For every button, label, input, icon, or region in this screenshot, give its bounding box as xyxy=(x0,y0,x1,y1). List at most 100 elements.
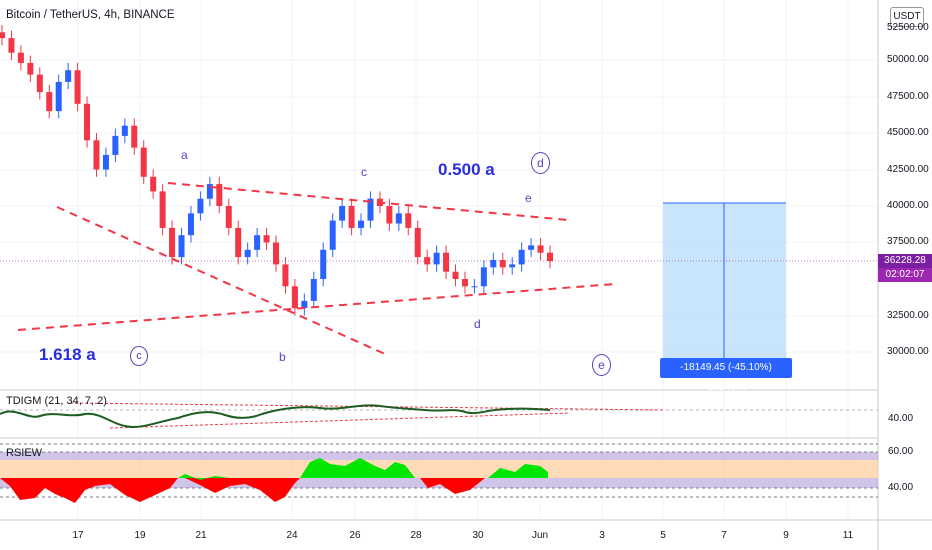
candle-body xyxy=(348,206,355,228)
price-tick-label: 30000.00 xyxy=(887,346,929,357)
wave-b-label: b xyxy=(279,350,286,364)
price-tick-label: 32500.00 xyxy=(887,310,929,321)
circled-c-label: c xyxy=(130,346,148,366)
time-tick-label: 26 xyxy=(349,530,361,541)
price-tick-label: 50000.00 xyxy=(887,54,929,65)
candle-body xyxy=(358,220,365,228)
candle-body xyxy=(17,52,24,63)
candle-body xyxy=(74,70,81,104)
candle-body xyxy=(206,184,213,199)
candle-body xyxy=(140,147,147,177)
tdigm-label[interactable]: TDIGM (21, 34, 7, 2) xyxy=(6,395,107,407)
rsi-axis-40: 40.00 xyxy=(888,482,914,493)
upper-trendline xyxy=(167,182,569,221)
time-tick-label: 19 xyxy=(134,530,146,541)
current-price-badge: 36228.28 xyxy=(878,254,932,268)
currency-button[interactable]: USDT xyxy=(890,7,924,27)
candle-body xyxy=(121,125,128,136)
tdigm-lower-dashed xyxy=(109,412,571,429)
time-tick-label: 3 xyxy=(599,530,605,541)
candle-body xyxy=(433,252,440,265)
candle-body xyxy=(273,242,279,265)
rsi-band-middle xyxy=(0,460,878,478)
candle-body xyxy=(131,125,138,148)
circled-e-label: e xyxy=(592,354,611,376)
candle-body xyxy=(159,191,166,228)
candle-body xyxy=(547,252,553,262)
time-tick-label: 28 xyxy=(410,530,422,541)
time-tick-label: Jun xyxy=(531,530,549,541)
price-tick-label: 37500.00 xyxy=(887,236,929,247)
candle-body xyxy=(528,245,535,250)
candle-body xyxy=(320,249,327,279)
rsi-red-area xyxy=(0,478,485,503)
candle-body xyxy=(414,227,421,258)
time-tick-label: 9 xyxy=(783,530,789,541)
time-tick-label: 24 xyxy=(286,530,298,541)
rsi-axis-60: 60.00 xyxy=(888,446,914,457)
candle-body xyxy=(244,249,251,258)
price-tick-label: 52500.00 xyxy=(887,22,929,33)
diagonal-trendline xyxy=(56,206,386,355)
tdigm-line xyxy=(0,404,551,428)
circled-d-label: d xyxy=(531,152,550,174)
candlestick-series xyxy=(0,24,553,316)
candle-body xyxy=(36,74,43,93)
candle-body xyxy=(46,92,53,112)
tdigm-upper-dashed xyxy=(69,402,666,411)
time-tick-label: 7 xyxy=(721,530,727,541)
candle-body xyxy=(301,300,308,309)
candle-body xyxy=(8,38,15,53)
lower-trendline xyxy=(17,283,616,331)
bar-countdown-badge: 02:02:07 xyxy=(878,268,932,282)
candle-body xyxy=(518,249,525,265)
candle-body xyxy=(254,235,261,250)
candle-body xyxy=(93,140,100,170)
candle-body xyxy=(480,267,487,287)
tdigm-axis-40: 40.00 xyxy=(888,413,914,424)
wave-c-label: c xyxy=(361,165,367,179)
candle-body xyxy=(509,264,516,268)
candle-body xyxy=(263,235,270,243)
candle-body xyxy=(310,279,317,301)
time-tick-label: 5 xyxy=(660,530,666,541)
candle-body xyxy=(367,198,374,221)
price-tick-label: 40000.00 xyxy=(887,200,929,211)
candle-body xyxy=(452,271,459,279)
chart-title: Bitcoin / TetherUS, 4h, BINANCE xyxy=(6,9,175,21)
candle-body xyxy=(84,103,91,141)
candle-body xyxy=(291,286,298,309)
measure-label: -18149.45 (-45.10%) -1814945 xyxy=(660,358,792,393)
candle-body xyxy=(443,252,450,272)
wave-a-label: a xyxy=(181,148,188,162)
candle-body xyxy=(225,206,232,228)
candle-body xyxy=(424,257,431,265)
candle-body xyxy=(187,213,194,236)
candle-body xyxy=(0,32,5,39)
fib-1618-label: 1.618 a xyxy=(39,345,96,364)
candle-body xyxy=(490,260,497,268)
time-tick-label: 11 xyxy=(842,530,854,541)
candle-body xyxy=(102,154,109,170)
rsi-green-area xyxy=(178,458,548,480)
candle-body xyxy=(405,213,412,228)
price-tick-label: 45000.00 xyxy=(887,127,929,138)
candle-body xyxy=(169,227,176,258)
wave-e-label: e xyxy=(525,191,532,205)
candle-body xyxy=(537,245,544,253)
candle-body xyxy=(282,264,289,287)
wave-d-label: d xyxy=(474,317,481,331)
price-tick-label: 42500.00 xyxy=(887,164,929,175)
pattern-lines[interactable] xyxy=(17,182,616,355)
fib-0500-label: 0.500 a xyxy=(438,160,495,179)
candle-body xyxy=(386,206,393,224)
candle-body xyxy=(461,279,468,287)
candle-body xyxy=(27,62,34,75)
rsiew-label[interactable]: RSIEW xyxy=(6,447,43,459)
candle-body xyxy=(395,213,402,224)
candle-body xyxy=(235,227,242,258)
candle-body xyxy=(112,135,119,155)
candle-body xyxy=(197,198,204,214)
candle-body xyxy=(499,260,506,268)
